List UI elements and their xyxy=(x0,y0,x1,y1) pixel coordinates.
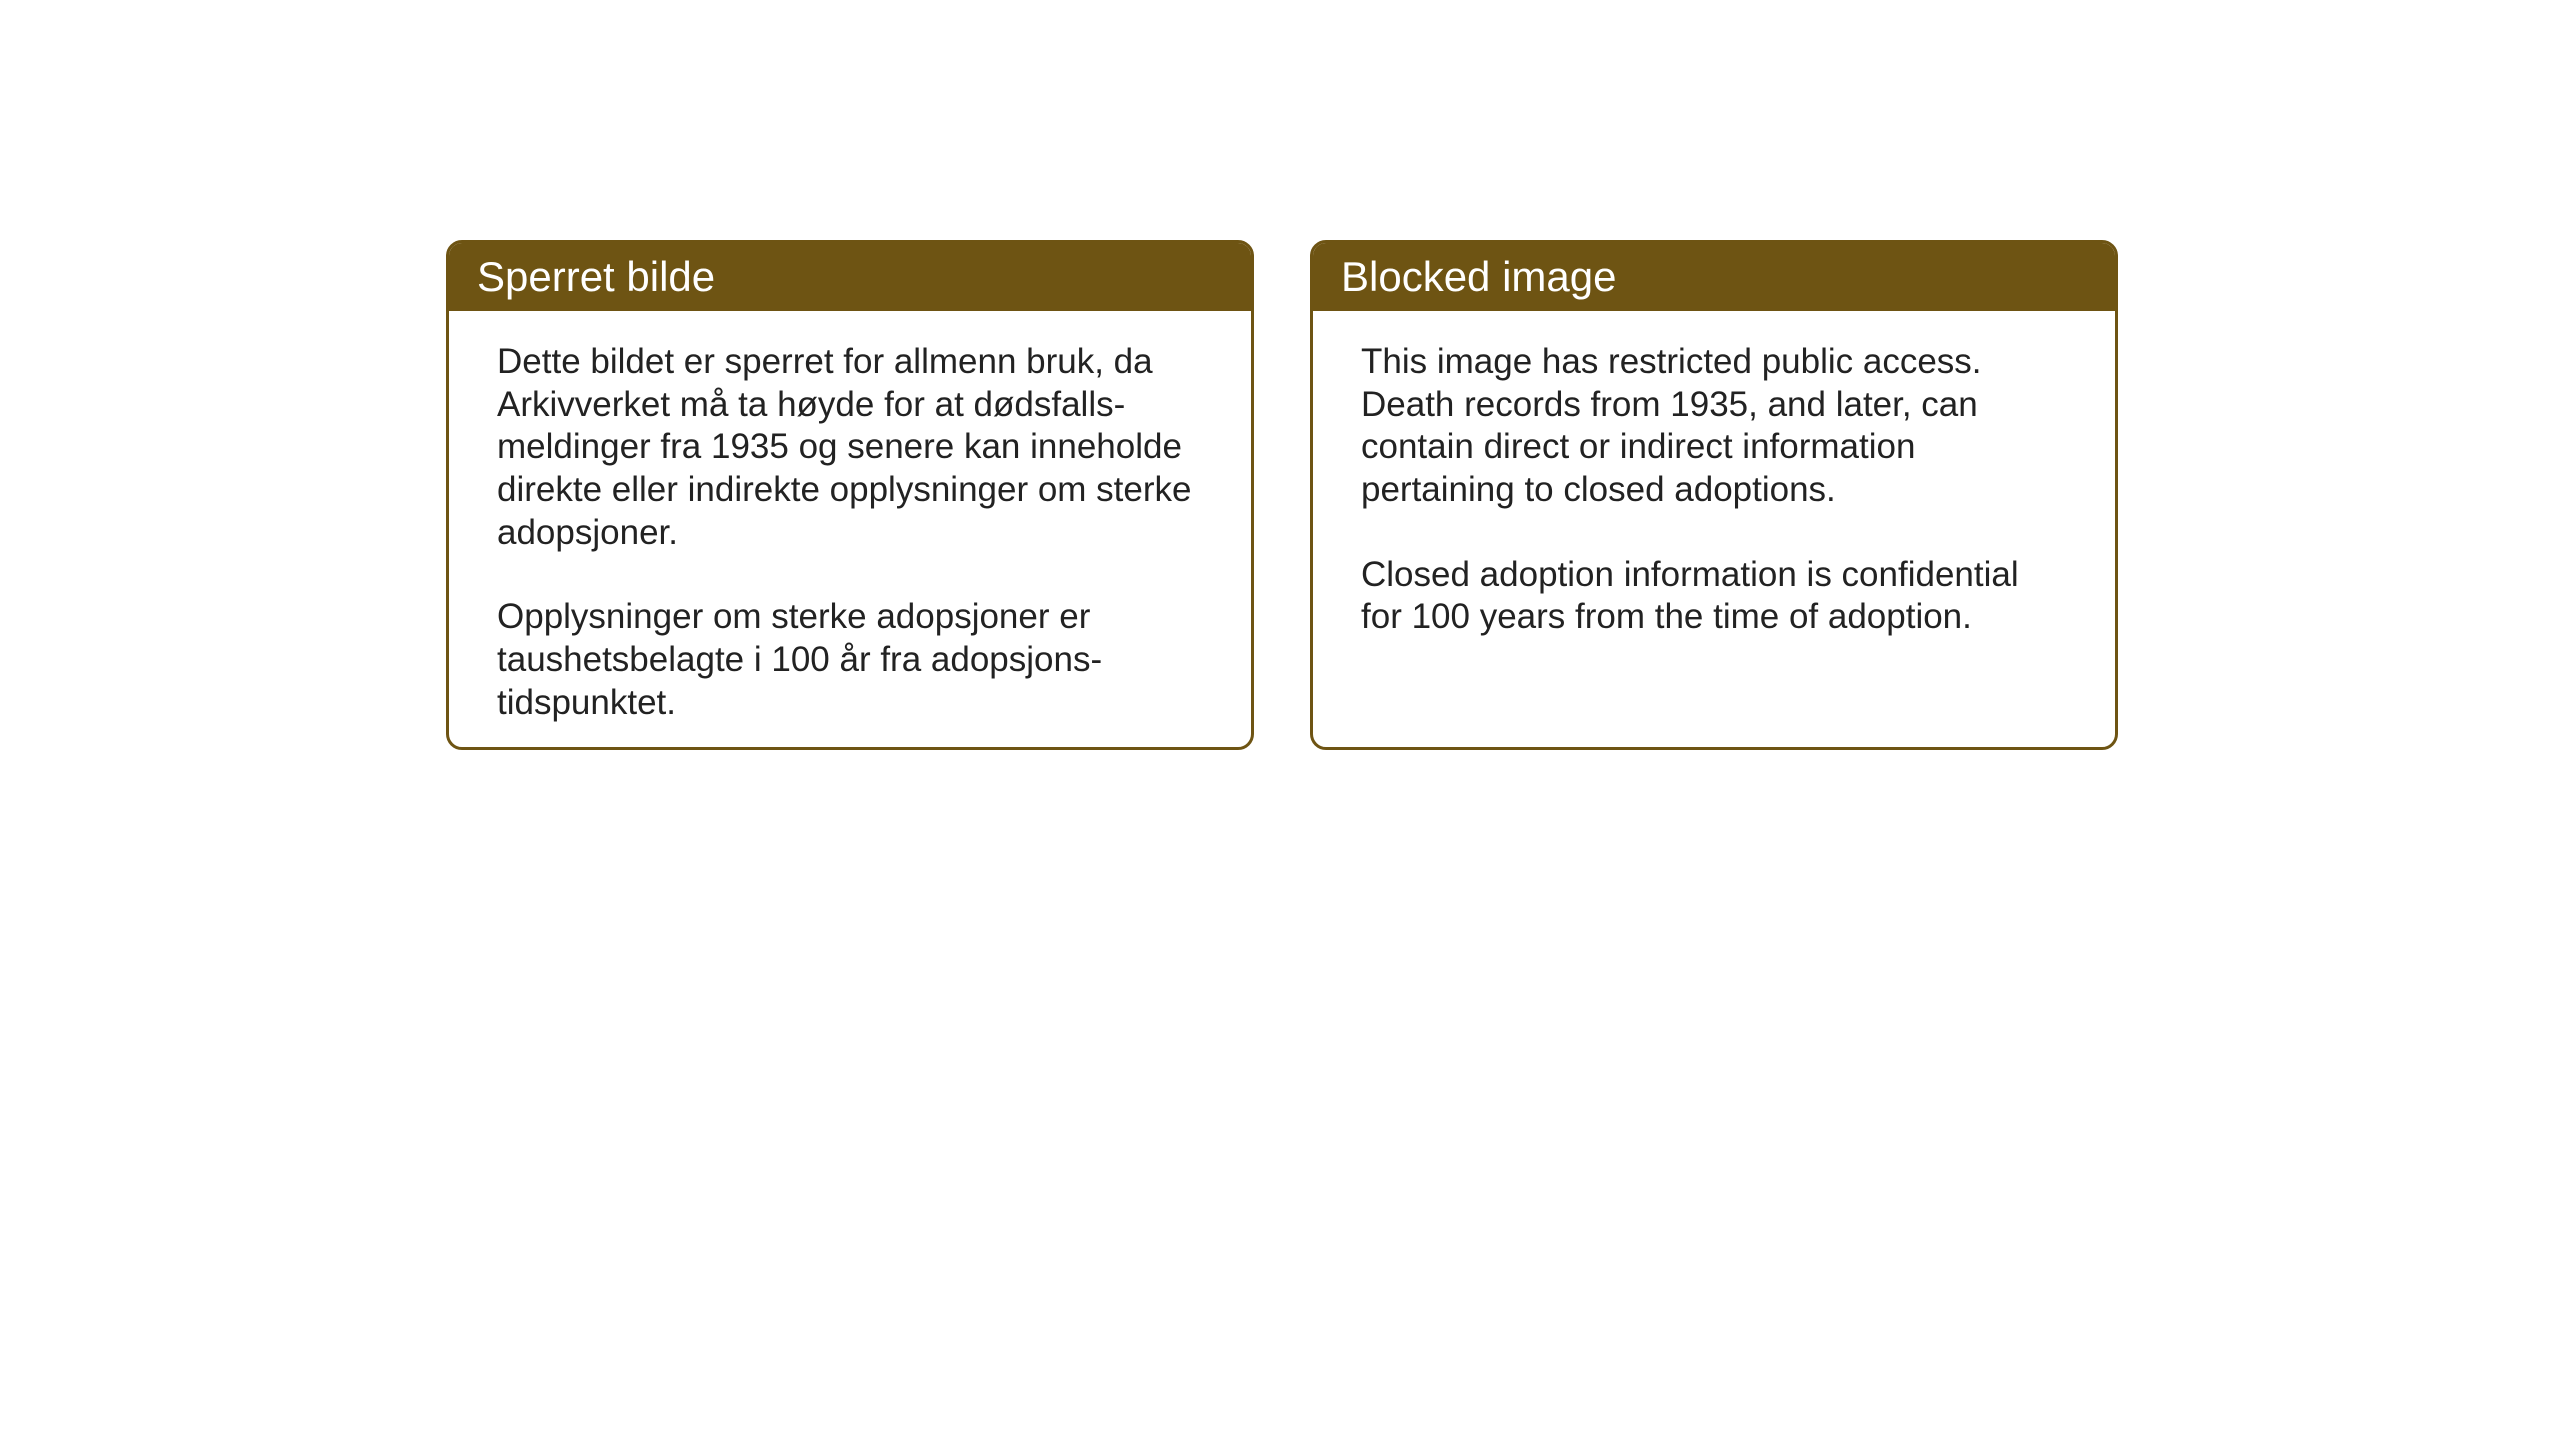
card-body-norwegian: Dette bildet er sperret for allmenn bruk… xyxy=(449,311,1251,750)
card-paragraph-2: Opplysninger om sterke adopsjoner er tau… xyxy=(497,596,1203,724)
card-paragraph-1: Dette bildet er sperret for allmenn bruk… xyxy=(497,341,1203,554)
notice-container: Sperret bilde Dette bildet er sperret fo… xyxy=(446,240,2118,750)
card-title: Sperret bilde xyxy=(477,253,715,300)
notice-card-english: Blocked image This image has restricted … xyxy=(1310,240,2118,750)
card-body-english: This image has restricted public access.… xyxy=(1313,311,2115,669)
card-header-norwegian: Sperret bilde xyxy=(449,243,1251,311)
card-paragraph-2: Closed adoption information is confident… xyxy=(1361,554,2067,639)
card-paragraph-1: This image has restricted public access.… xyxy=(1361,341,2067,512)
card-header-english: Blocked image xyxy=(1313,243,2115,311)
notice-card-norwegian: Sperret bilde Dette bildet er sperret fo… xyxy=(446,240,1254,750)
card-title: Blocked image xyxy=(1341,253,1616,300)
